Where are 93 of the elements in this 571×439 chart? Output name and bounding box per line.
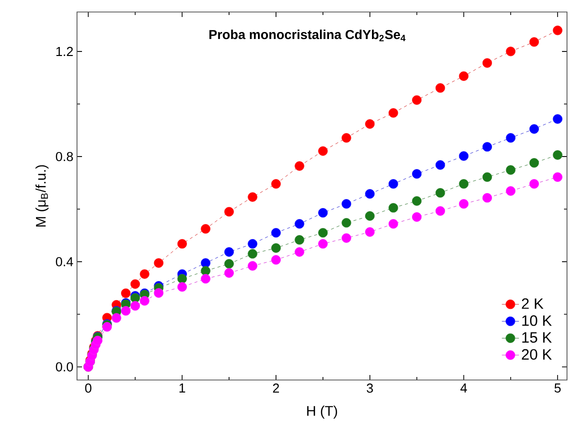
- point: [318, 239, 328, 249]
- point: [224, 259, 234, 269]
- point: [342, 218, 352, 228]
- point: [130, 279, 140, 289]
- point: [458, 199, 469, 209]
- point: [140, 269, 150, 279]
- point: [130, 301, 140, 311]
- point: [529, 158, 539, 168]
- point: [248, 261, 258, 271]
- point: [506, 133, 516, 143]
- point: [365, 211, 375, 221]
- point: [365, 227, 375, 237]
- point: [458, 151, 469, 161]
- point: [529, 124, 539, 134]
- point: [412, 95, 422, 105]
- point: [482, 193, 492, 203]
- point: [412, 212, 422, 222]
- point: [435, 188, 446, 198]
- x-tick-label: 5: [554, 384, 561, 393]
- point: [365, 119, 375, 129]
- point: [482, 142, 492, 152]
- point: [177, 239, 187, 249]
- point: [248, 239, 258, 249]
- legend-label: 15 K: [522, 332, 552, 343]
- point: [271, 179, 281, 189]
- point: [342, 199, 352, 209]
- legend-label: 2 K: [522, 298, 544, 309]
- y-tick-label: 0.4: [56, 257, 74, 266]
- point: [388, 108, 398, 118]
- point: [435, 206, 446, 216]
- point: [506, 46, 516, 56]
- point: [482, 172, 492, 182]
- point: [224, 268, 234, 278]
- point: [482, 58, 492, 68]
- point: [200, 274, 210, 284]
- x-tick-label: 1: [180, 384, 186, 392]
- point: [177, 274, 187, 284]
- point: [177, 282, 187, 292]
- y-tick-label: 0.0: [56, 362, 73, 372]
- point: [121, 288, 131, 298]
- point: [294, 219, 304, 229]
- point: [342, 133, 352, 143]
- legend-label: 10 K: [522, 315, 552, 326]
- text: Proba monocristalina CdYb$_{2}$Se$_{4}$: [209, 30, 406, 42]
- x-axis-title: H (T): [307, 406, 338, 419]
- y-tick-label: 1.2: [56, 46, 73, 56]
- point: [200, 224, 210, 234]
- point: [506, 186, 516, 196]
- point: [224, 247, 234, 257]
- point: [458, 71, 469, 81]
- y-tick-label: 0.8: [56, 152, 73, 162]
- point: [271, 255, 281, 265]
- point: [224, 206, 234, 217]
- point: [154, 258, 164, 268]
- point: [458, 179, 469, 189]
- x-tick-label: 0: [85, 384, 92, 393]
- point: [529, 37, 539, 47]
- point: [412, 196, 422, 206]
- point: [271, 243, 281, 253]
- point: [365, 189, 375, 199]
- point: [200, 258, 210, 268]
- point: [552, 26, 562, 36]
- point: [388, 179, 398, 189]
- x-tick-label: 3: [366, 384, 373, 393]
- point: [552, 150, 562, 160]
- point: [506, 165, 516, 175]
- point: [435, 160, 446, 170]
- legend-label: 20 K: [522, 349, 552, 360]
- x-tick-label: 2: [273, 384, 279, 393]
- point: [140, 296, 150, 306]
- point: [154, 288, 164, 298]
- point: [435, 83, 446, 93]
- point: [552, 114, 562, 124]
- point: [318, 146, 328, 156]
- point: [552, 172, 562, 182]
- point: [388, 219, 398, 229]
- point: [342, 233, 352, 243]
- point: [318, 228, 328, 238]
- point: [294, 235, 304, 245]
- point: [121, 306, 131, 316]
- point: [112, 313, 122, 323]
- point: [248, 192, 258, 202]
- point: [412, 169, 422, 179]
- point: [248, 249, 258, 259]
- point: [388, 203, 398, 213]
- point: [294, 161, 304, 171]
- point: [200, 266, 210, 276]
- point: [294, 247, 304, 257]
- y-axis-title: M (μ$_{B}$/f.u.): [35, 165, 49, 227]
- point: [318, 208, 328, 218]
- x-tick-label: 4: [460, 384, 467, 392]
- point: [271, 228, 281, 238]
- point: [529, 179, 539, 189]
